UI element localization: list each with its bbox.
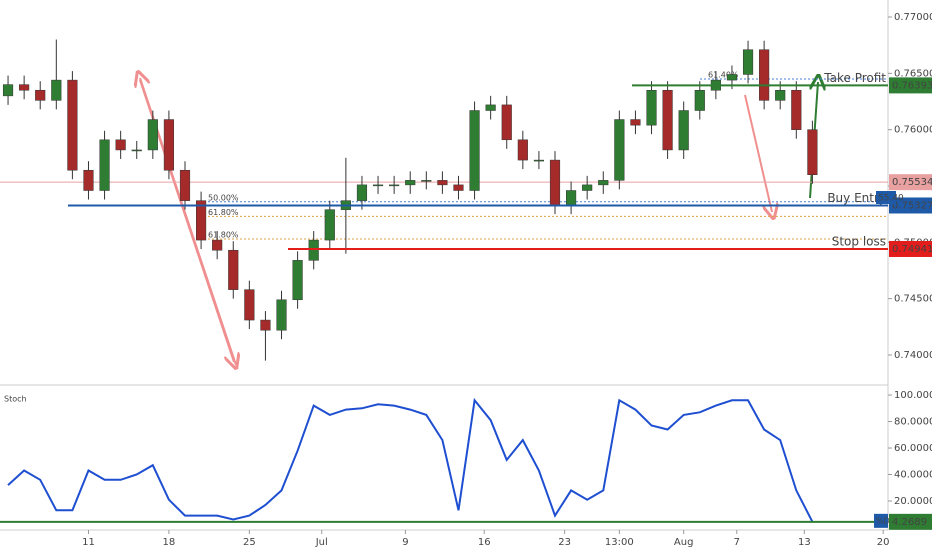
price-tag <box>889 174 932 191</box>
candle-body <box>517 139 528 161</box>
candle-body <box>437 180 448 186</box>
price-tag-label: 0.75534 <box>892 177 932 188</box>
x-tick-label: 13 <box>798 537 811 548</box>
indicator-line <box>7 397 814 523</box>
candle-body <box>726 74 738 81</box>
candle-body <box>678 110 689 151</box>
candle-body <box>533 159 544 162</box>
x-tick-label: 13:00 <box>605 537 634 548</box>
candle-body <box>115 139 126 151</box>
candle-body <box>67 79 78 171</box>
trade-level-name: Stop loss <box>832 234 886 248</box>
x-tick-label: 25 <box>243 537 256 548</box>
candle-body <box>292 260 303 301</box>
x-tick-label: 20 <box>877 537 890 548</box>
candle-body <box>582 184 593 191</box>
indicator-name: %D <box>876 516 890 525</box>
candle-body <box>566 190 577 206</box>
candle-body <box>212 239 223 251</box>
y2-tick-label: 20.0000 <box>894 496 932 507</box>
candle-body <box>19 84 30 91</box>
x-tick-label: 9 <box>402 537 408 548</box>
candle-body <box>196 200 207 241</box>
candle-body <box>35 89 46 101</box>
y-tick-label: 0.76500 <box>894 68 932 79</box>
candle-body <box>501 104 512 141</box>
price-tag <box>889 77 932 94</box>
x-tick-label: 16 <box>478 537 491 548</box>
fib-label: 61.80% <box>208 208 239 217</box>
candle-body <box>131 149 142 152</box>
indicator-name-tag <box>874 513 888 528</box>
x-tick-label: 18 <box>163 537 176 548</box>
candle-body <box>276 299 287 331</box>
fib-label: 61.80% <box>208 230 239 239</box>
price-tag <box>889 197 932 214</box>
trade-level-name: Take Profit <box>823 71 886 85</box>
candle-body <box>389 184 400 187</box>
price-tag-label: 0.75327 <box>892 200 932 211</box>
candle-body <box>405 180 416 186</box>
y2-tick-label: 80.0000 <box>894 417 932 428</box>
price-tag <box>889 240 932 257</box>
candle-body <box>759 49 770 101</box>
candle-body <box>51 79 62 101</box>
candle-body <box>2 84 14 97</box>
fib-label: 61.40% <box>708 70 739 79</box>
candle-body <box>469 110 480 191</box>
indicator-value: 4.2689 <box>892 517 927 528</box>
indicator-title: Stoch <box>4 395 27 404</box>
overlay-label: 55.40 <box>878 194 904 204</box>
candle-body <box>99 139 110 191</box>
candle-body <box>549 159 561 206</box>
candle-body <box>807 129 818 175</box>
y-tick-label: 0.76000 <box>894 125 932 136</box>
x-tick-label: Aug <box>674 537 694 548</box>
candle-body <box>485 104 496 111</box>
candle-body <box>163 119 174 171</box>
candle-body <box>646 89 657 126</box>
candle-body <box>179 169 191 201</box>
fib-label: 50.00% <box>208 193 239 202</box>
overlay-tag <box>876 191 896 204</box>
candle-body <box>260 319 271 331</box>
candle-body <box>421 180 432 182</box>
x-tick-label: Jul <box>315 537 328 548</box>
candle-body <box>742 49 754 75</box>
x-tick-label: 7 <box>734 537 740 548</box>
y2-tick-label: 60.0000 <box>894 443 932 454</box>
candle-body <box>324 209 335 241</box>
candle-body <box>83 169 94 191</box>
candle-body <box>228 249 239 290</box>
price-tag-label: 0.76393 <box>892 80 932 91</box>
y-tick-label: 0.74500 <box>894 294 932 305</box>
candle-body <box>356 184 368 201</box>
candle-body <box>614 119 625 181</box>
indicator-value-tag <box>889 513 932 530</box>
candle-body <box>598 180 609 186</box>
candle-body <box>775 89 786 101</box>
y-tick-label: 0.74000 <box>894 350 932 361</box>
candle-body <box>308 239 319 261</box>
candle-body <box>372 184 384 187</box>
candle-body <box>244 289 255 321</box>
candle-body <box>662 89 673 151</box>
arrow <box>744 94 772 212</box>
trade-level-name: Buy Entry <box>827 191 886 205</box>
candle-body <box>630 119 641 126</box>
candle-body <box>694 89 705 111</box>
candle-body <box>453 184 464 191</box>
price-tag-label: 0.74941 <box>892 244 932 255</box>
x-tick-label: 23 <box>558 537 571 548</box>
x-tick-label: 11 <box>82 537 95 548</box>
y2-tick-label: 40.0000 <box>894 470 932 481</box>
y-tick-label: 0.77000 <box>894 12 932 23</box>
candle-body <box>791 89 802 130</box>
candle-body <box>147 119 158 151</box>
y2-tick-label: 100.0000 <box>894 390 932 401</box>
